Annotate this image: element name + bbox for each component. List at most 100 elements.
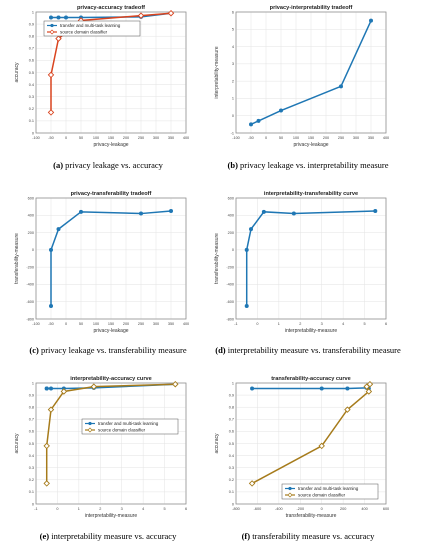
caption-text: interpretability measure vs. transferabi… [227,345,401,355]
data-point [319,386,324,391]
y-tick-label: 0.1 [29,490,34,494]
x-tick-label: 200 [123,136,129,140]
y-tick-label: 0 [32,502,34,506]
data-point [373,208,378,213]
y-tick-label: 0.2 [29,478,34,482]
data-point [137,12,145,19]
chart-title: transferability-accuracy curve [271,376,351,382]
axes-frame [35,11,187,134]
legend-marker [287,492,293,498]
x-tick-label: 400 [183,322,189,326]
x-tick-label: 300 [153,136,159,140]
y-tick-label: 0.5 [29,442,34,446]
y-tick-label: 0 [232,114,234,118]
x-tick-label: 0 [65,322,67,326]
x-tick-label: -100 [32,322,40,326]
chart-panel-2: -100 -50 0 50 100 150 200 250 300 350 400 -1 0 1 2 3 4 5 6… [214,5,389,148]
x-tick-label: 200 [323,136,329,140]
caption-1: (a) privacy leakage vs. accuracy [3,160,213,170]
chart-title: privacy-accuracy tradeoff [77,5,145,11]
y-tick-label: 0.4 [29,454,34,458]
x-axis-label: privacy-leakage [93,328,128,334]
data-point [172,380,179,388]
x-tick-label: 1 [78,507,80,511]
data-point [43,442,50,450]
data-point [366,380,374,388]
data-point [318,442,325,450]
y-tick-label: 0.6 [29,59,34,63]
data-point [139,211,143,216]
y-tick-label: 0.7 [29,418,34,422]
y-tick-label: 0.5 [29,71,34,75]
legend-entry: transfer and multi-task learning [98,421,159,426]
legend: transfer and multi-task learning source d… [81,418,179,435]
data-point [47,71,55,79]
data-point [56,15,61,20]
data-point [49,386,53,391]
caption-5: (e) interpretability measure vs. accurac… [3,531,213,541]
data-point [339,84,343,89]
data-point [291,211,296,216]
legend-entry: transfer and multi-task learning [60,23,121,28]
series-line-1 [50,210,172,307]
caption-4: (d) interpretability measure vs. transfe… [203,345,413,355]
legend-entry: transfer and multi-task learning [298,486,359,491]
legend-box [281,483,379,500]
x-axis-label: interpretability-measure [85,513,137,519]
y-tick-label: -200 [26,265,34,269]
x-tick-label: -50 [248,136,254,140]
y-axis-label: interpretability-measure [214,46,220,98]
x-tick-label: -100 [32,136,40,140]
y-tick-label: 2 [232,79,234,83]
chart-title: privacy-interpretability tradeoff [270,5,353,11]
x-axis-label: transferability-measure [286,513,337,519]
series-line-2 [45,383,176,484]
x-tick-label: 400 [383,136,389,140]
y-tick-label: 0.4 [229,454,234,458]
x-tick-label: 150 [108,136,114,140]
y-tick-label: 5 [232,28,234,32]
x-tick-label: 6 [385,322,387,326]
x-tick-label: 150 [308,136,314,140]
legend: transfer and multi-task learning source d… [281,483,379,500]
x-tick-label: 50 [79,136,83,140]
y-axis-label: accuracy [14,433,20,454]
x-tick-label: 6 [185,507,187,511]
data-point [55,35,62,42]
y-tick-label: 0.3 [29,466,34,470]
caption-text: privacy leakage vs. interpretability mea… [240,160,389,170]
y-tick-label: 0.7 [229,418,234,422]
caption-text: interpretability measure vs. accuracy [51,531,177,541]
legend-box [43,20,141,37]
y-tick-label: 0.8 [229,406,234,410]
x-tick-label: 4 [142,507,144,511]
x-tick-label: 200 [340,507,346,511]
data-point [345,386,350,391]
chart-panel-1: -100 -50 0 50 100 150 200 250 300 350 400 0 0.1 0.2 0.… [14,5,189,148]
data-point [43,480,50,487]
x-tick-label: 0 [56,507,58,511]
caption-letter: (d) [215,345,226,355]
data-point [44,386,49,391]
x-tick-label: 4 [342,322,344,326]
y-tick-label: 0.8 [29,35,34,39]
data-point [244,304,249,309]
data-point [47,406,55,413]
x-tick-label: 600 [383,507,389,511]
y-tick-label: 0.3 [229,466,234,470]
x-tick-label: 3 [321,322,323,326]
y-tick-label: 0.6 [229,430,234,434]
y-axis-label: accuracy [214,433,220,454]
data-point [49,15,53,20]
legend-marker [49,29,55,35]
y-axis-label: transferability-measure [14,233,20,284]
x-tick-label: 250 [338,136,344,140]
x-tick-label: -400 [275,507,283,511]
y-tick-label: 0 [32,248,34,252]
data-point [49,247,53,252]
chart-title: privacy-transferability tradeoff [71,191,152,197]
caption-2: (b) privacy leakage vs. interpretability… [203,160,413,170]
legend-entry: source domain classifier [60,30,108,35]
x-tick-label: 0 [321,507,323,511]
